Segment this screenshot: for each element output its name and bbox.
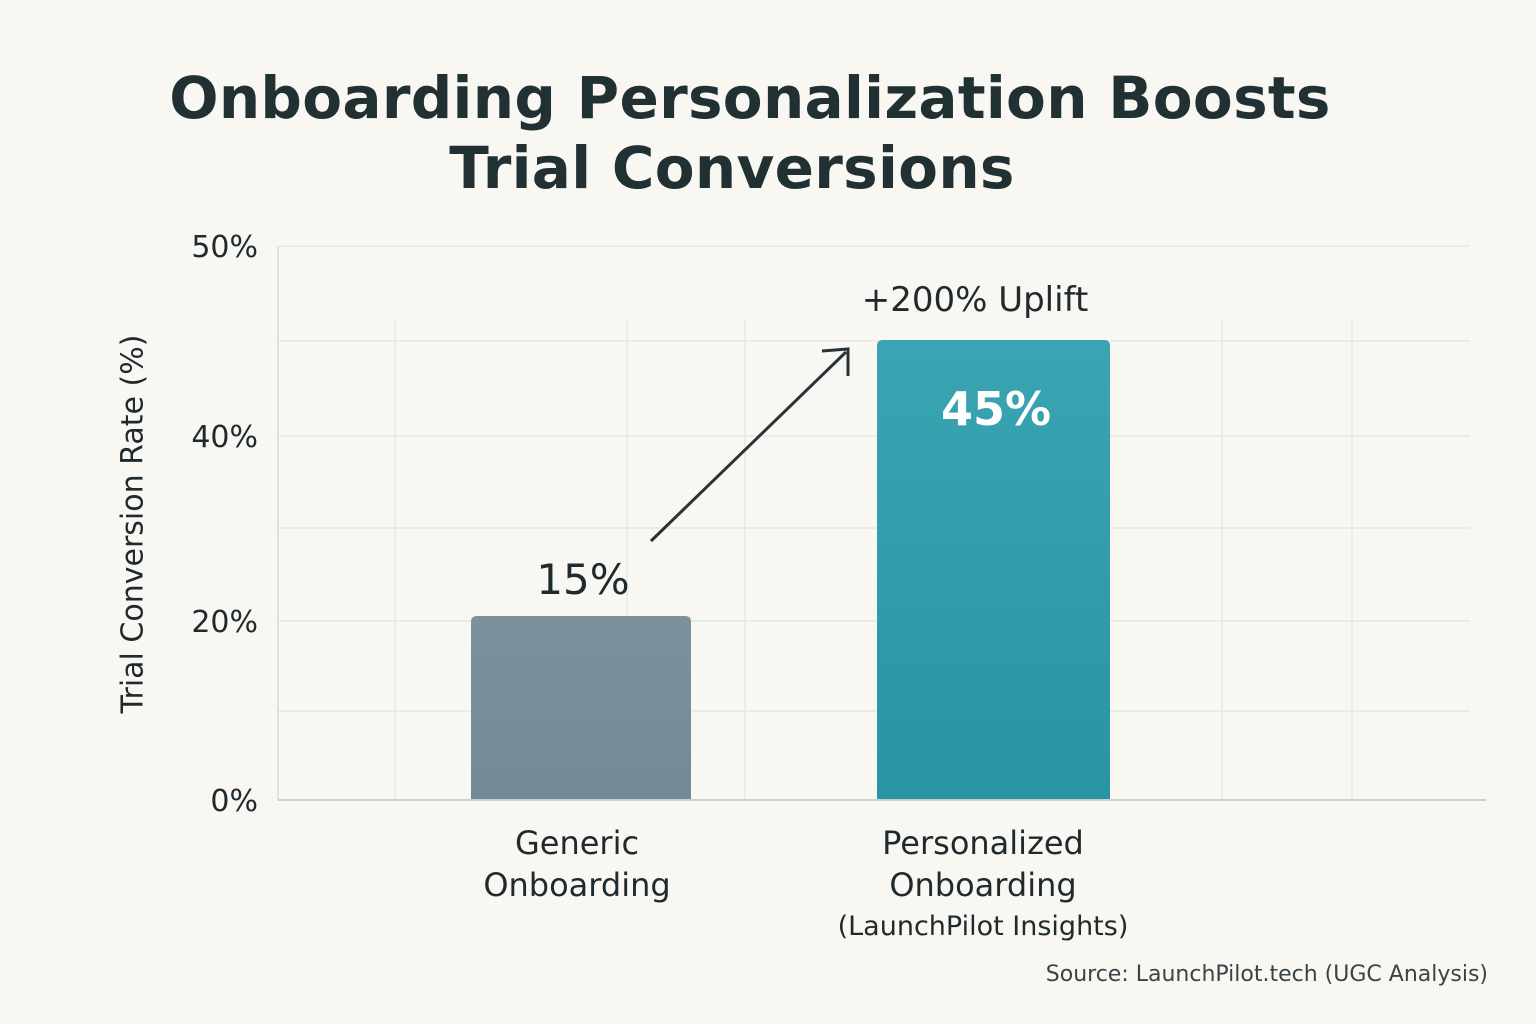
- labels: 15% 45% Generic Onboarding Personalized Onboa…: [483, 382, 1128, 942]
- x-tick-label: Onboarding: [483, 866, 670, 904]
- uplift-annotation: +200% Uplift: [862, 280, 1089, 320]
- chart-title-line-1: Onboarding Personalization Boosts: [169, 64, 1331, 132]
- x-tick-label: Onboarding: [889, 866, 1076, 904]
- y-tick-label: 0%: [210, 784, 258, 819]
- y-axis-ticks: 0% 20% 40% 50%: [191, 230, 258, 819]
- bar-generic-onboarding: [471, 616, 691, 800]
- bar-personalized-onboarding: [877, 340, 1110, 800]
- grid: [278, 245, 1470, 800]
- value-label-personalized: 45%: [941, 382, 1051, 436]
- y-tick-label: 40%: [191, 420, 258, 455]
- bars: [471, 340, 1110, 800]
- y-tick-label: 50%: [191, 230, 258, 265]
- x-tick-sublabel: (LaunchPilot Insights): [838, 911, 1129, 942]
- source-note: Source: LaunchPilot.tech (UGC Analysis): [1045, 962, 1488, 987]
- x-tick-label: Personalized: [882, 824, 1084, 862]
- value-label-generic: 15%: [536, 555, 629, 604]
- y-tick-label: 20%: [191, 605, 258, 640]
- x-tick-label: Generic: [515, 824, 639, 862]
- uplift-arrow-icon: [649, 347, 850, 543]
- chart-title-line-2: Trial Conversions: [449, 134, 1015, 202]
